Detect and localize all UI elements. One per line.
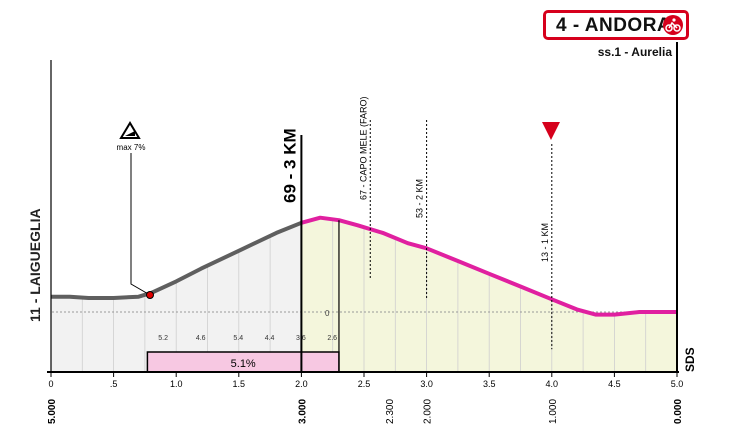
x-tick-label: .5 [110, 379, 118, 389]
finish-road-label: ss.1 - Aurelia [597, 45, 672, 59]
x-tick-label: 5.0 [671, 379, 684, 389]
flamme-rouge-triangle-icon [542, 122, 560, 140]
zero-elevation-label: 0 [325, 309, 330, 318]
segment-gradient-label: 5.2 [158, 335, 168, 342]
to-go-label: 1.000 [548, 399, 559, 424]
start-label: 11 - LAIGUEGLIA [27, 208, 43, 322]
x-tick-label: 4.0 [546, 379, 559, 389]
x-tick-label: 1.5 [233, 379, 246, 389]
to-go-label: 0.000 [673, 399, 684, 424]
segment-gradient-label: 4.4 [265, 335, 275, 342]
to-go-label: 2.300 [385, 399, 396, 424]
steep-gradient-warning-icon [119, 121, 141, 139]
x-tick-label: 2.0 [295, 379, 308, 389]
x-tick-label: 0 [48, 379, 53, 389]
x-tick-label: 1.0 [170, 379, 183, 389]
km-marker-label: 69 - 3 KM [280, 128, 299, 203]
difficulty-point [146, 291, 154, 299]
x-tick-label: 3.0 [420, 379, 433, 389]
sds-label: SDS [683, 347, 697, 372]
difficulty-label: max 7% [117, 143, 146, 152]
km-marker-label: 53 - 2 KM [415, 179, 425, 218]
to-go-label: 2.000 [423, 399, 434, 424]
x-tick-label: 3.5 [483, 379, 496, 389]
km-marker-label: 13 - 1 KM [540, 223, 550, 262]
x-tick-label: 2.5 [358, 379, 371, 389]
km-marker-label: 67 - CAPO MELE (FARO) [358, 96, 368, 200]
cycling-finish-icon [663, 15, 683, 35]
finish-label-box: 4 - ANDORA [543, 10, 689, 40]
final-profile-line [300, 215, 677, 317]
difficulty-leader-line [130, 153, 151, 296]
segment-gradient-label: 4.6 [196, 335, 206, 342]
finish-title: 4 - ANDORA [556, 15, 672, 36]
to-go-label: 5.000 [47, 399, 58, 424]
x-tick-label: 4.5 [608, 379, 621, 389]
segment-gradient-label: 2.6 [327, 335, 337, 342]
gradient-bar-label: 5.1% [231, 358, 256, 370]
to-go-label: 3.000 [297, 399, 308, 424]
segment-gradient-label: 5.4 [233, 335, 243, 342]
